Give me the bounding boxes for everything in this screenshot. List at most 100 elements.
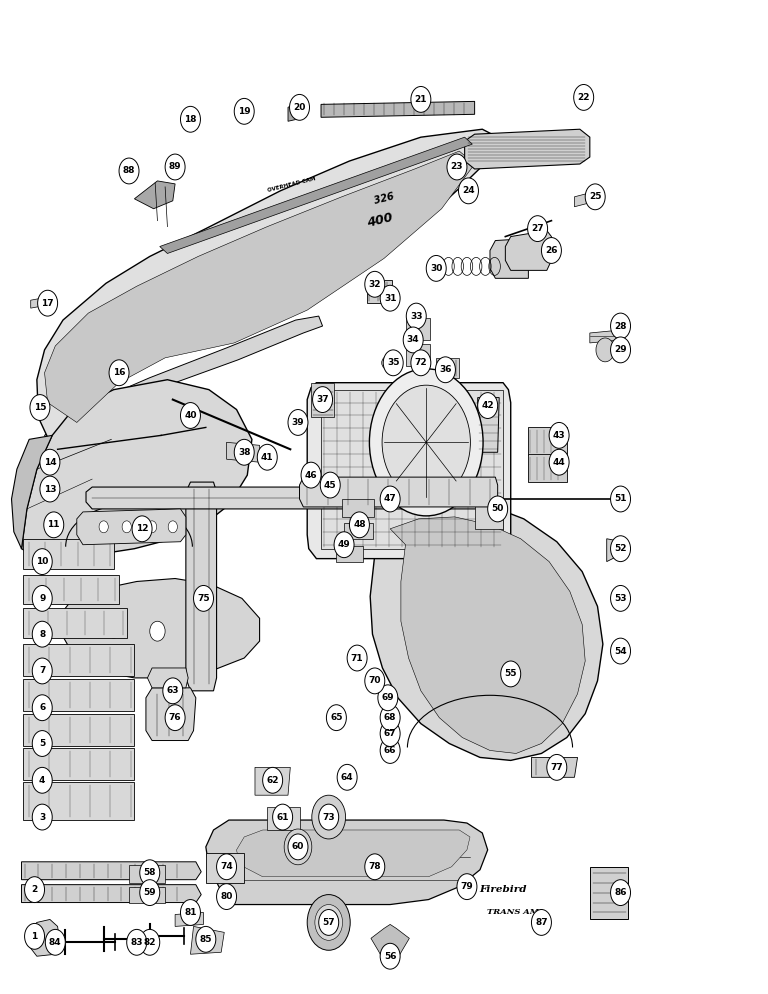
Circle shape: [32, 731, 52, 756]
Polygon shape: [23, 782, 134, 820]
Text: 8: 8: [39, 629, 45, 639]
Text: 51: 51: [614, 494, 627, 504]
Text: 71: 71: [351, 653, 363, 663]
Circle shape: [354, 654, 360, 662]
Circle shape: [368, 672, 382, 690]
Text: 32: 32: [369, 279, 381, 289]
Circle shape: [333, 714, 339, 722]
Circle shape: [194, 585, 214, 611]
Circle shape: [44, 512, 64, 538]
Circle shape: [234, 98, 254, 124]
Text: 68: 68: [384, 713, 396, 723]
Polygon shape: [288, 101, 307, 121]
Circle shape: [344, 773, 350, 781]
Text: 4: 4: [39, 775, 45, 785]
Polygon shape: [23, 575, 119, 604]
Polygon shape: [186, 482, 217, 691]
Text: 28: 28: [614, 321, 627, 331]
Circle shape: [25, 923, 45, 949]
Circle shape: [406, 303, 426, 329]
Circle shape: [340, 768, 354, 786]
Circle shape: [385, 694, 391, 702]
Circle shape: [383, 725, 397, 743]
Text: 2: 2: [31, 885, 38, 895]
Polygon shape: [607, 539, 622, 562]
Text: 37: 37: [316, 395, 329, 405]
Circle shape: [180, 900, 200, 925]
Circle shape: [234, 439, 254, 465]
Text: 24: 24: [462, 186, 475, 196]
Circle shape: [411, 86, 431, 112]
Circle shape: [196, 624, 211, 644]
Circle shape: [180, 106, 200, 132]
Circle shape: [32, 695, 52, 721]
Circle shape: [547, 754, 567, 780]
Polygon shape: [321, 390, 503, 549]
Circle shape: [378, 685, 398, 711]
Text: 44: 44: [553, 457, 565, 467]
Text: 5: 5: [39, 739, 45, 748]
Circle shape: [426, 255, 446, 281]
Polygon shape: [300, 477, 498, 507]
Circle shape: [217, 854, 237, 880]
Circle shape: [32, 804, 52, 830]
Circle shape: [140, 880, 160, 906]
Circle shape: [531, 910, 551, 935]
Circle shape: [196, 926, 216, 952]
Polygon shape: [129, 865, 165, 883]
Text: 80: 80: [220, 892, 233, 902]
Polygon shape: [255, 767, 290, 795]
Text: 87: 87: [535, 917, 548, 927]
Text: 81: 81: [184, 908, 197, 917]
Circle shape: [387, 714, 393, 722]
Text: 45: 45: [324, 480, 336, 490]
Text: 3: 3: [39, 812, 45, 822]
Circle shape: [326, 705, 346, 731]
Text: 83: 83: [131, 937, 143, 947]
Circle shape: [30, 395, 50, 420]
Circle shape: [273, 804, 293, 830]
Polygon shape: [370, 499, 603, 760]
Circle shape: [320, 472, 340, 498]
Text: 14: 14: [44, 457, 56, 467]
Text: 10: 10: [36, 557, 48, 567]
Text: 26: 26: [545, 246, 558, 255]
Circle shape: [313, 387, 333, 413]
Polygon shape: [267, 807, 300, 830]
Circle shape: [380, 943, 400, 969]
Polygon shape: [22, 380, 252, 555]
Text: 62: 62: [266, 775, 279, 785]
Text: 23: 23: [451, 162, 463, 172]
Text: 75: 75: [197, 593, 210, 603]
Circle shape: [387, 730, 393, 738]
Circle shape: [25, 877, 45, 903]
Text: TRANS AM: TRANS AM: [487, 909, 539, 916]
Circle shape: [372, 677, 378, 685]
Polygon shape: [146, 688, 196, 741]
Circle shape: [596, 338, 614, 362]
Circle shape: [260, 449, 275, 469]
Text: 59: 59: [144, 888, 156, 898]
Polygon shape: [23, 539, 114, 569]
Text: 64: 64: [341, 772, 353, 782]
Circle shape: [574, 84, 594, 110]
Polygon shape: [190, 926, 224, 954]
Text: 47: 47: [384, 494, 396, 504]
Text: 38: 38: [238, 447, 250, 457]
Circle shape: [301, 462, 321, 488]
Circle shape: [140, 929, 160, 955]
Circle shape: [350, 649, 364, 667]
Circle shape: [319, 910, 339, 935]
Text: 72: 72: [415, 358, 427, 368]
Polygon shape: [206, 820, 488, 905]
Text: 63: 63: [167, 686, 179, 696]
Text: 43: 43: [553, 430, 565, 440]
Text: 70: 70: [369, 676, 381, 686]
Polygon shape: [531, 757, 578, 777]
Circle shape: [290, 94, 310, 120]
Polygon shape: [129, 887, 165, 903]
Circle shape: [40, 449, 60, 475]
Polygon shape: [23, 608, 127, 638]
Polygon shape: [22, 885, 201, 903]
Polygon shape: [147, 668, 188, 688]
